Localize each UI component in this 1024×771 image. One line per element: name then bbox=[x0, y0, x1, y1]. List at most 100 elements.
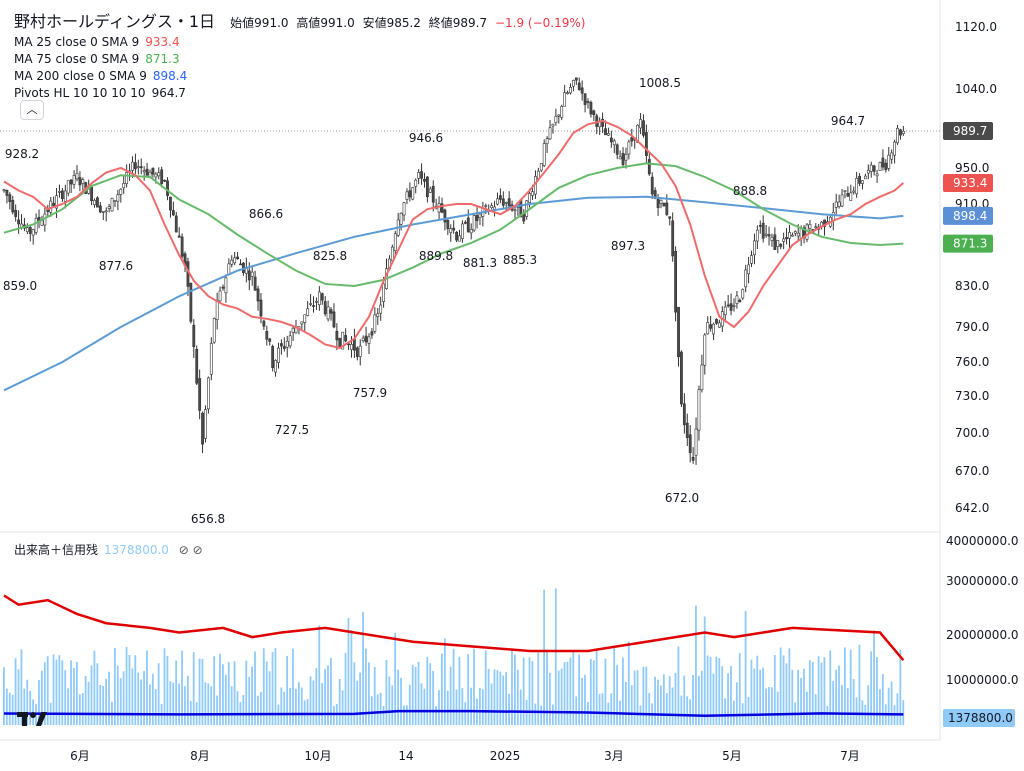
ma25-legend[interactable]: MA 25 close 0 SMA 9 933.4 bbox=[14, 35, 180, 49]
tradingview-logo-icon[interactable] bbox=[17, 708, 47, 730]
candle-body bbox=[131, 161, 134, 171]
candle-body bbox=[688, 434, 692, 453]
volume-bar bbox=[219, 653, 221, 725]
candle-body bbox=[501, 198, 505, 206]
volume-bar bbox=[832, 680, 835, 725]
volume-bar bbox=[420, 683, 423, 725]
ma200-legend[interactable]: MA 200 close 0 SMA 9 898.4 bbox=[14, 69, 188, 83]
candle-body bbox=[808, 224, 812, 229]
candle-body bbox=[823, 219, 826, 227]
volume-bar bbox=[122, 671, 125, 725]
pivots-legend[interactable]: Pivots HL 10 10 10 10 964.7 bbox=[14, 86, 186, 100]
candle-body bbox=[198, 378, 202, 411]
candle-body bbox=[136, 166, 140, 168]
candle-body bbox=[236, 256, 240, 260]
volume-bar bbox=[531, 661, 534, 725]
candle-body bbox=[706, 322, 710, 335]
volume-bar bbox=[5, 688, 8, 725]
candle-body bbox=[531, 191, 534, 196]
candle-body bbox=[268, 338, 272, 342]
volume-bar bbox=[695, 605, 697, 725]
volume-bar bbox=[216, 695, 218, 725]
volume-legend[interactable]: 出来高＋信用残 1378800.0 ⊘ ⊘ bbox=[14, 543, 203, 557]
volume-bar bbox=[414, 666, 417, 725]
volume-bar bbox=[779, 647, 782, 725]
volume-bar bbox=[90, 665, 93, 725]
volume-bar bbox=[330, 657, 332, 725]
candle-body bbox=[472, 215, 476, 231]
ma-badge-value: 933.4 bbox=[953, 176, 987, 190]
candle-body bbox=[697, 389, 701, 431]
volume-bar bbox=[76, 661, 78, 725]
volume-bar bbox=[99, 685, 102, 725]
volume-bar bbox=[359, 672, 362, 725]
volume-bar bbox=[881, 674, 884, 725]
volume-bar bbox=[727, 673, 729, 725]
volume-bar bbox=[151, 673, 154, 725]
candle-body bbox=[717, 322, 721, 328]
candle-body bbox=[411, 187, 415, 200]
pivot-label: 897.3 bbox=[611, 239, 645, 253]
visibility-icons[interactable]: ⊘ ⊘ bbox=[178, 543, 203, 557]
volume-bar bbox=[265, 661, 268, 725]
volume-bar bbox=[73, 668, 75, 725]
candle-body bbox=[630, 137, 634, 142]
pivot-label: 866.6 bbox=[249, 207, 283, 221]
volume-bar bbox=[753, 668, 756, 725]
candle-body bbox=[5, 189, 9, 196]
volume-bar bbox=[522, 657, 525, 725]
candle-body bbox=[408, 190, 412, 198]
volume-bar bbox=[697, 675, 700, 725]
candle-body bbox=[309, 303, 313, 305]
candle-body bbox=[355, 347, 359, 357]
candle-body bbox=[347, 343, 350, 346]
volume-bar bbox=[43, 662, 46, 725]
candle-body bbox=[525, 200, 529, 217]
volume-bar bbox=[309, 676, 312, 725]
candle-body bbox=[382, 283, 386, 302]
candle-body bbox=[265, 331, 269, 340]
candle-body bbox=[414, 179, 418, 187]
candle-body bbox=[25, 227, 29, 232]
candle-body bbox=[312, 305, 315, 307]
pivot-label: 964.7 bbox=[831, 114, 865, 128]
ma75-legend[interactable]: MA 75 close 0 SMA 9 871.3 bbox=[14, 52, 180, 66]
volume-bar bbox=[362, 611, 364, 725]
volume-bar bbox=[511, 648, 513, 725]
pivot-label: 1008.5 bbox=[639, 76, 681, 90]
volume-bar bbox=[788, 648, 791, 725]
volume-bar bbox=[496, 670, 499, 725]
candle-body bbox=[446, 220, 450, 230]
volume-bar bbox=[481, 689, 484, 725]
price-tick-label: 830.0 bbox=[955, 279, 989, 293]
candle-body bbox=[452, 227, 456, 231]
symbol-title[interactable]: 野村ホールディングス・1日 bbox=[14, 12, 216, 31]
candle-body bbox=[577, 82, 581, 91]
candle-body bbox=[761, 222, 765, 239]
candle-body bbox=[747, 264, 751, 275]
candle-body bbox=[58, 191, 61, 193]
pivot-label: 825.8 bbox=[313, 249, 347, 263]
candle-body bbox=[758, 225, 762, 227]
candle-body bbox=[317, 291, 321, 306]
candle-body bbox=[373, 314, 377, 332]
candle-body bbox=[735, 295, 739, 304]
volume-bar bbox=[210, 686, 213, 725]
volume-bar bbox=[449, 666, 452, 725]
candle-body bbox=[157, 172, 161, 177]
volume-bar bbox=[324, 669, 326, 725]
collapse-legend-button[interactable]: ︿ bbox=[20, 100, 44, 120]
candle-body bbox=[507, 198, 511, 207]
candle-body bbox=[315, 301, 318, 303]
volume-bar bbox=[660, 685, 662, 725]
volume-bar bbox=[578, 654, 581, 725]
volume-bar bbox=[858, 644, 861, 725]
volume-bar bbox=[271, 652, 274, 725]
pivot-label: 889.8 bbox=[419, 249, 453, 263]
volume-bar bbox=[499, 671, 502, 725]
candle-body bbox=[154, 173, 158, 178]
candle-body bbox=[428, 188, 432, 193]
candle-body bbox=[790, 234, 794, 237]
volume-bar bbox=[452, 648, 455, 725]
